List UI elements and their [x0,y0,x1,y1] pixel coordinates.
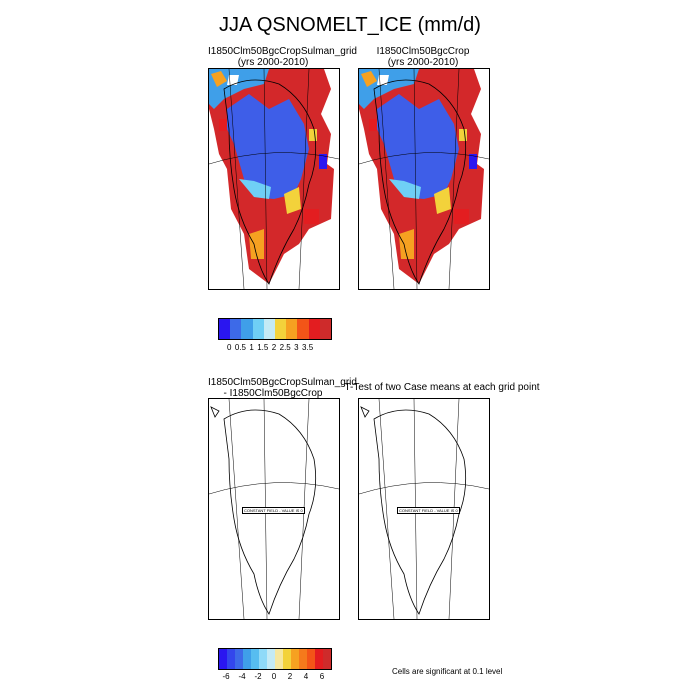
colorbar-bottom-swatch [275,649,283,669]
map-crop-svg [359,69,489,289]
colorbar-top-swatch [275,319,287,339]
panel-2-title-line2: (yrs 2000-2010) [387,57,459,68]
colorbar-bottom-swatch [291,649,299,669]
colorbar-bottom-tick-label: 2 [287,672,293,681]
colorbar-bottom-swatch [235,649,243,669]
colorbar-bottom-tick-label: 0 [271,672,277,681]
coastline [360,406,467,615]
colorbar-top-swatch [263,319,276,339]
constant-field-label-2: CONSTANT FIELD - VALUE IS 0 [397,507,460,514]
figure-title: JJA QSNOMELT_ICE (mm/d) [219,14,481,36]
colorbar-top [218,318,332,340]
colorbar-top-tick-label: 3 [294,343,299,352]
colorbar-bottom-tick-label: -6 [222,672,230,681]
panel-1-title-line1: I1850Clm50BgcCropSulman_grid [208,46,357,57]
colorbar-bottom-swatch [299,649,307,669]
colorbar-top-ticks: 0 0.5 1 1.5 2 2.5 3 3.5 [218,343,330,355]
colorbar-bottom-swatch [219,649,227,669]
colorbar-top-swatch [241,319,253,339]
coastline [223,79,317,285]
colorbar-top-tick-label: 2 [271,343,277,352]
colorbar-bottom-tick-label: 6 [319,672,325,681]
colorbar-top-swatch [219,319,231,339]
panel-3-title-line2: - I1850Clm50BgcCrop [223,388,323,399]
colorbar-bottom-ticks: -6 -4 -2 0 2 4 6 [218,672,330,684]
snowmelt-field [359,69,484,284]
colorbar-bottom-swatch [259,649,267,669]
colorbar-top-swatch [286,319,298,339]
colorbar-top-swatch [230,319,242,339]
colorbar-top-tick-label: 1.5 [257,343,269,352]
panel-2-title-line1: I1850Clm50BgcCrop [376,46,470,57]
colorbar-bottom-tick-label: -4 [238,672,246,681]
map-sulman-svg [209,69,339,289]
colorbar-bottom-swatch [283,649,291,669]
colorbar-top-tick-label: 0 [226,343,232,352]
coastline [373,79,467,285]
colorbar-bottom-swatch [243,649,251,669]
panel-2-title: I1850Clm50BgcCrop (yrs 2000-2010) [358,46,488,68]
panel-3-title: I1850Clm50BgcCropSulman_grid - I1850Clm5… [208,377,357,399]
colorbar-top-swatch [297,319,309,339]
colorbar-bottom-swatch [227,649,235,669]
colorbar-bottom-swatch [251,649,259,669]
colorbar-bottom-swatch [315,649,323,669]
snowmelt-field [209,69,339,289]
colorbar-top-tick-label: 1 [249,343,254,352]
colorbar-top-swatch [308,319,320,339]
colorbar-top-tick-label: 0.5 [234,343,246,352]
coastline [210,406,317,615]
significance-note: Cells are significant at 0.1 level [392,667,503,676]
panel-4-title-line1: T-Test of two Case means at each grid po… [344,382,540,393]
graticule [359,69,489,289]
panel-3-title-line1: I1850Clm50BgcCropSulman_grid [208,377,357,388]
colorbar-bottom-swatch [323,649,331,669]
panel-1-title-line2: (yrs 2000-2010) [237,57,309,68]
colorbar-bottom-tick-label: 4 [303,672,309,681]
colorbar-top-tick-label: 3.5 [302,343,314,352]
colorbar-bottom-swatch [267,649,275,669]
graticule [209,69,339,289]
map-panel-sulman [208,68,340,290]
map-panel-crop [358,68,490,290]
colorbar-top-swatch [319,319,332,339]
panel-4-title: T-Test of two Case means at each grid po… [342,382,542,393]
colorbar-bottom [218,648,332,670]
panel-1-title: I1850Clm50BgcCropSulman_grid (yrs 2000-2… [208,46,357,68]
constant-field-label-1: CONSTANT FIELD - VALUE IS 0 [242,507,305,514]
colorbar-bottom-swatch [307,649,315,669]
colorbar-top-swatch [252,319,264,339]
colorbar-top-tick-label: 2.5 [279,343,291,352]
colorbar-bottom-tick-label: -2 [254,672,262,681]
